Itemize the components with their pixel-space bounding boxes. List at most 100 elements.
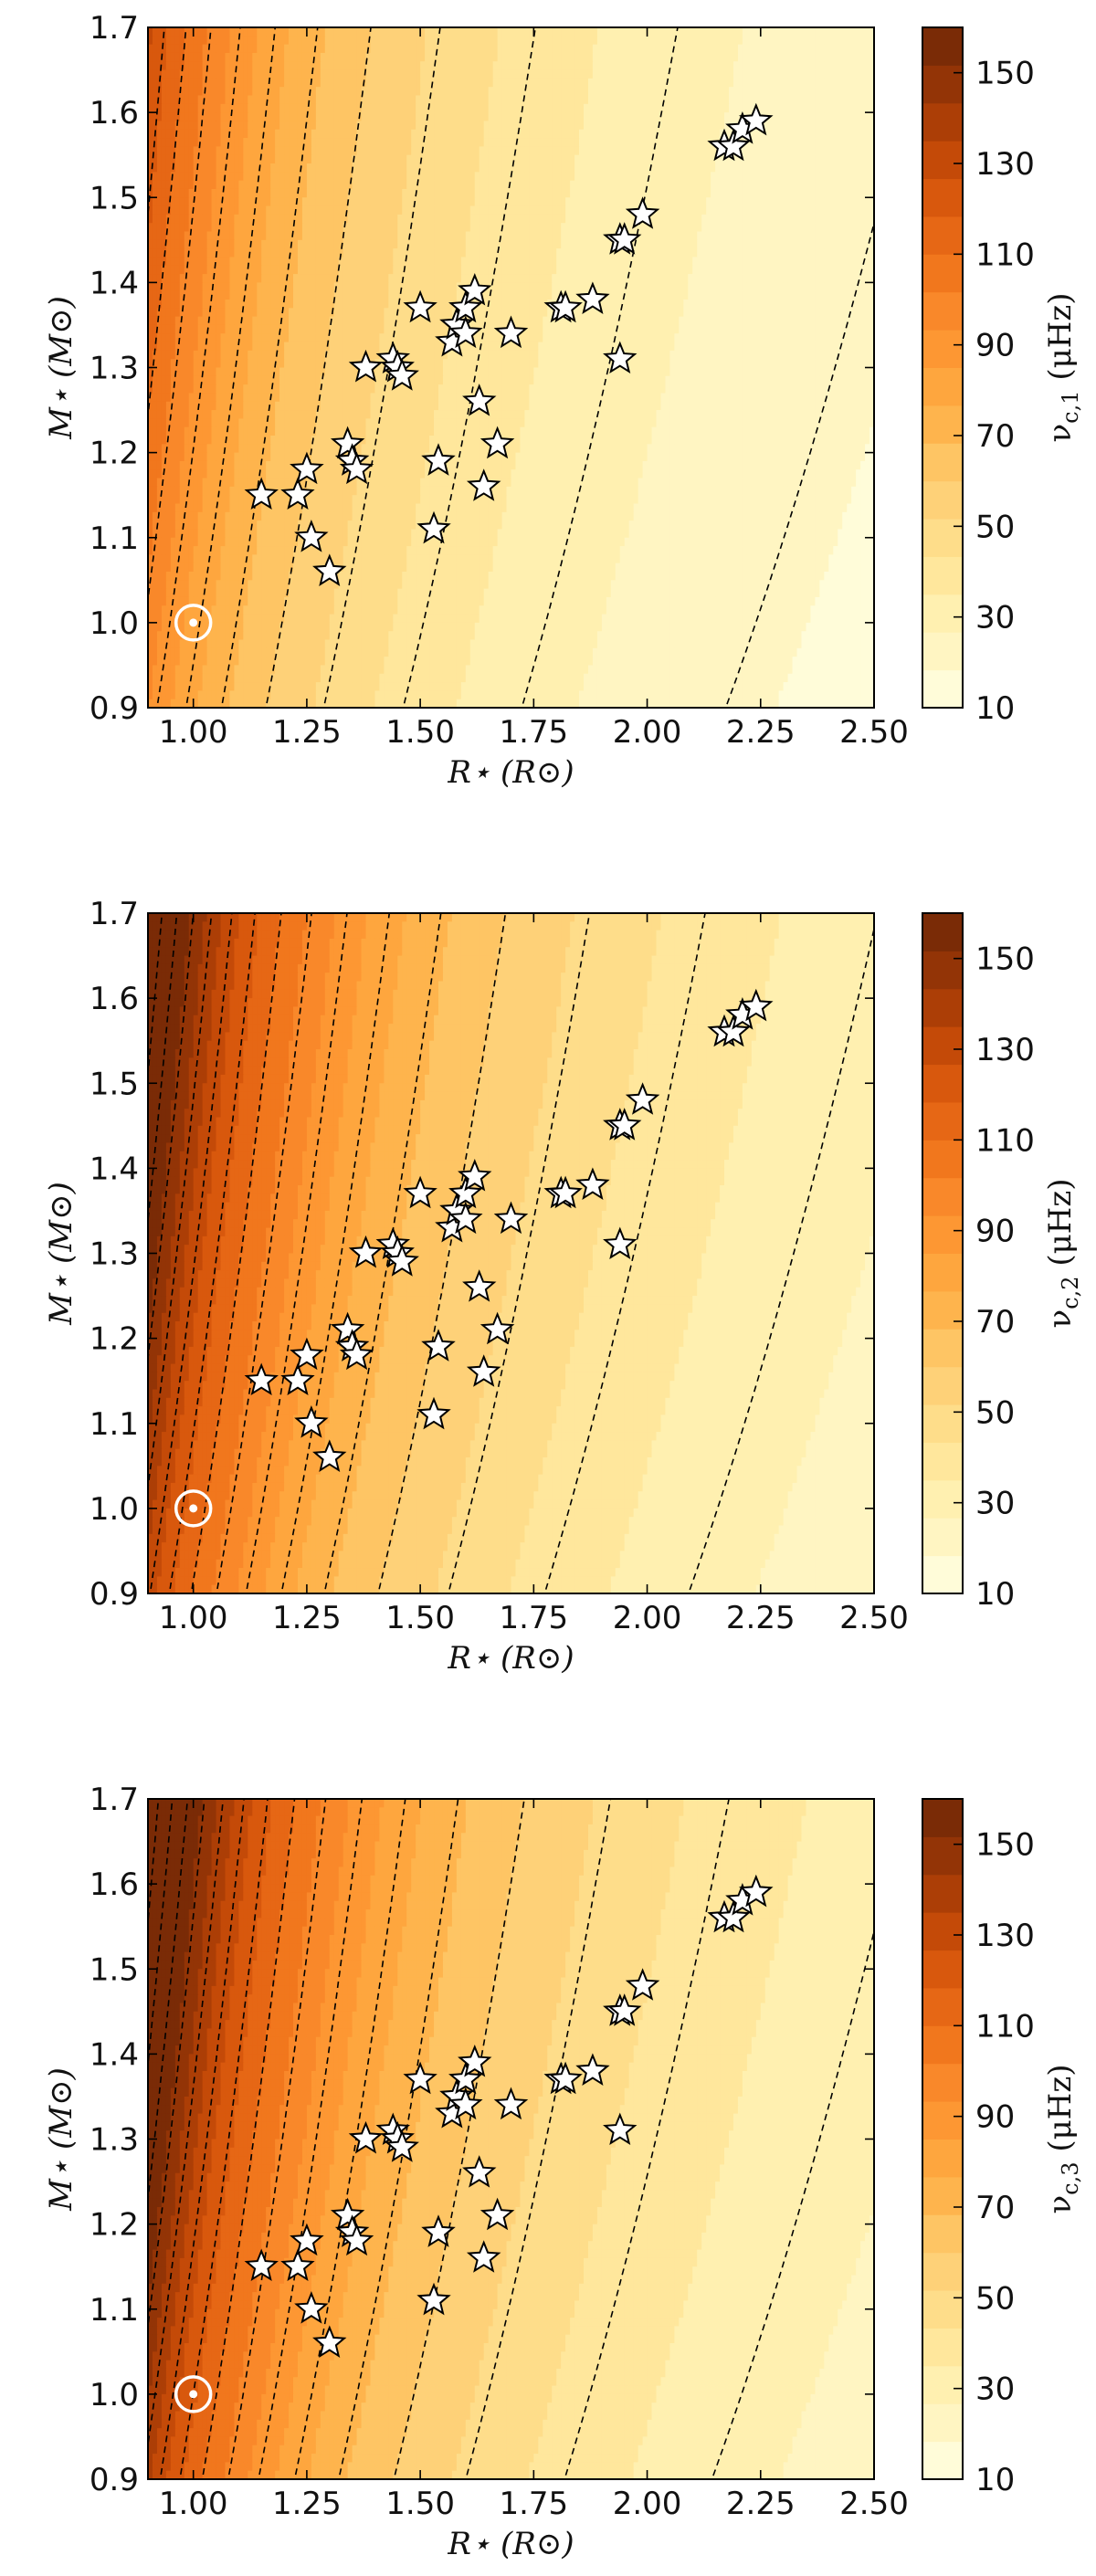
y-tick-label: 1.0 <box>90 1491 139 1528</box>
contour-line <box>216 913 312 1593</box>
star-point <box>493 315 529 349</box>
x-tick-label: 1.00 <box>159 2486 228 2522</box>
y-tick-label: 1.6 <box>90 981 139 1017</box>
colorbar-tick-label: 130 <box>975 1918 1035 1954</box>
contour-chart-1: 1.00 1.25 1.50 1.75 2.00 2.25 2.50 0.9 1.0 1.1 1.2… <box>43 10 1083 791</box>
contour-chart-3: 1.00 1.25 1.50 1.75 2.00 2.25 2.50 0.9 1.0 1.1 1.2… <box>43 1782 1083 2562</box>
star-point <box>448 2061 483 2095</box>
colorbar-tick-label: 50 <box>975 1394 1015 1431</box>
colorbar: 10 30 50 70 90 110 130 150 <box>922 1798 1035 2498</box>
colorbar-tick-label: 30 <box>975 2371 1015 2408</box>
x-tick-label: 1.25 <box>272 1600 342 1636</box>
contour-line <box>564 1799 730 2479</box>
star-point <box>448 1175 483 1209</box>
y-tick-label: 0.9 <box>90 2462 139 2498</box>
colorbar-band <box>922 1912 963 1951</box>
y-tick-label: 1.3 <box>90 1236 139 1273</box>
star-point <box>448 315 483 349</box>
x-axis: 1.00 1.25 1.50 1.75 2.00 2.25 2.50 <box>159 27 909 751</box>
star-point <box>421 1329 456 1362</box>
contour-line <box>688 925 874 1593</box>
colorbar-tick-label: 130 <box>975 146 1035 183</box>
star-point <box>575 1167 610 1200</box>
x-tick-label: 1.50 <box>385 1600 455 1636</box>
colorbar-band <box>922 405 963 444</box>
star-point <box>294 1405 329 1438</box>
colorbar-band <box>922 1253 963 1292</box>
sun-symbol <box>174 1489 213 1528</box>
colorbar-tick-label: 30 <box>975 1486 1015 1522</box>
star-point <box>416 1396 451 1430</box>
star-point <box>603 1226 638 1260</box>
star-point <box>290 451 324 485</box>
star-point <box>421 443 456 476</box>
colorbar-band <box>922 2441 963 2480</box>
star-point <box>716 128 751 162</box>
x-axis: 1.00 1.25 1.50 1.75 2.00 2.25 2.50 <box>159 913 909 1636</box>
colorbar-tick-label: 50 <box>975 2280 1015 2317</box>
y-tick-label: 1.2 <box>90 436 139 472</box>
y-tick-label: 0.9 <box>90 1576 139 1613</box>
y-axis-label: M⋆ (M⊙) <box>43 2067 79 2212</box>
y-tick-label: 1.1 <box>90 520 139 557</box>
star-point <box>448 289 483 323</box>
y-axis: 0.9 1.0 1.1 1.2 1.3 1.4 1.5 1.6 1.7 <box>90 1782 874 2498</box>
contour-line <box>245 913 348 1593</box>
x-tick-label: 1.50 <box>385 714 455 751</box>
star-point <box>244 1362 279 1396</box>
star-markers <box>244 988 774 1472</box>
colorbar-tick-label: 70 <box>975 418 1015 455</box>
star-point <box>548 289 583 323</box>
colorbar-band <box>922 1442 963 1481</box>
sun-symbol <box>174 2375 213 2413</box>
colorbar-band <box>922 1404 963 1443</box>
star-point <box>348 1235 384 1268</box>
colorbar-band <box>922 141 963 180</box>
colorbar-band <box>922 1799 963 1837</box>
y-tick-label: 1.2 <box>90 1321 139 1358</box>
y-axis-label: M⋆ (M⊙) <box>43 296 79 440</box>
colorbar-band <box>922 1479 963 1519</box>
star-point <box>458 273 492 306</box>
contour-line <box>280 913 391 1593</box>
x-tick-label: 2.50 <box>839 714 909 751</box>
colorbar-band <box>922 1950 963 1989</box>
star-point <box>480 1311 515 1345</box>
colorbar-band <box>922 480 963 520</box>
star-point <box>716 1899 751 1933</box>
colorbar-tick-label: 90 <box>975 328 1015 364</box>
y-axis: 0.9 1.0 1.1 1.2 1.3 1.4 1.5 1.6 1.7 <box>90 896 874 1613</box>
star-point <box>330 2197 365 2231</box>
star-point <box>607 222 642 255</box>
x-tick-label: 1.75 <box>499 2486 568 2522</box>
star-point <box>493 1201 529 1235</box>
y-tick-label: 1.0 <box>90 605 139 642</box>
star-point <box>403 289 437 323</box>
star-point <box>462 384 497 416</box>
contour-line <box>402 27 537 708</box>
colorbar-band <box>922 2139 963 2178</box>
star-point <box>462 1269 497 1302</box>
x-tick-label: 1.75 <box>499 1600 568 1636</box>
star-point <box>385 2129 419 2162</box>
star-point <box>290 2223 324 2256</box>
star-point <box>575 281 610 314</box>
colorbar-label: νc,2 (μHz) <box>1042 1178 1083 1328</box>
star-markers <box>244 1874 774 2358</box>
x-tick-label: 2.00 <box>613 2486 682 2522</box>
star-point <box>348 2120 384 2154</box>
colorbar-band <box>922 1987 963 2026</box>
colorbar-band <box>922 1177 963 1216</box>
star-point <box>385 358 419 391</box>
star-point <box>416 510 451 544</box>
contour-line <box>201 1799 296 2479</box>
colorbar-band <box>922 1064 963 1103</box>
colorbar-label: νc,3 (μHz) <box>1042 2064 1083 2213</box>
star-point <box>607 1993 642 2026</box>
contour-line <box>543 913 706 1593</box>
x-tick-label: 2.00 <box>613 1600 682 1636</box>
x-tick-label: 2.25 <box>726 714 796 751</box>
star-point <box>462 2155 497 2188</box>
colorbar-band <box>922 1836 963 1876</box>
colorbar-band <box>922 1140 963 1179</box>
